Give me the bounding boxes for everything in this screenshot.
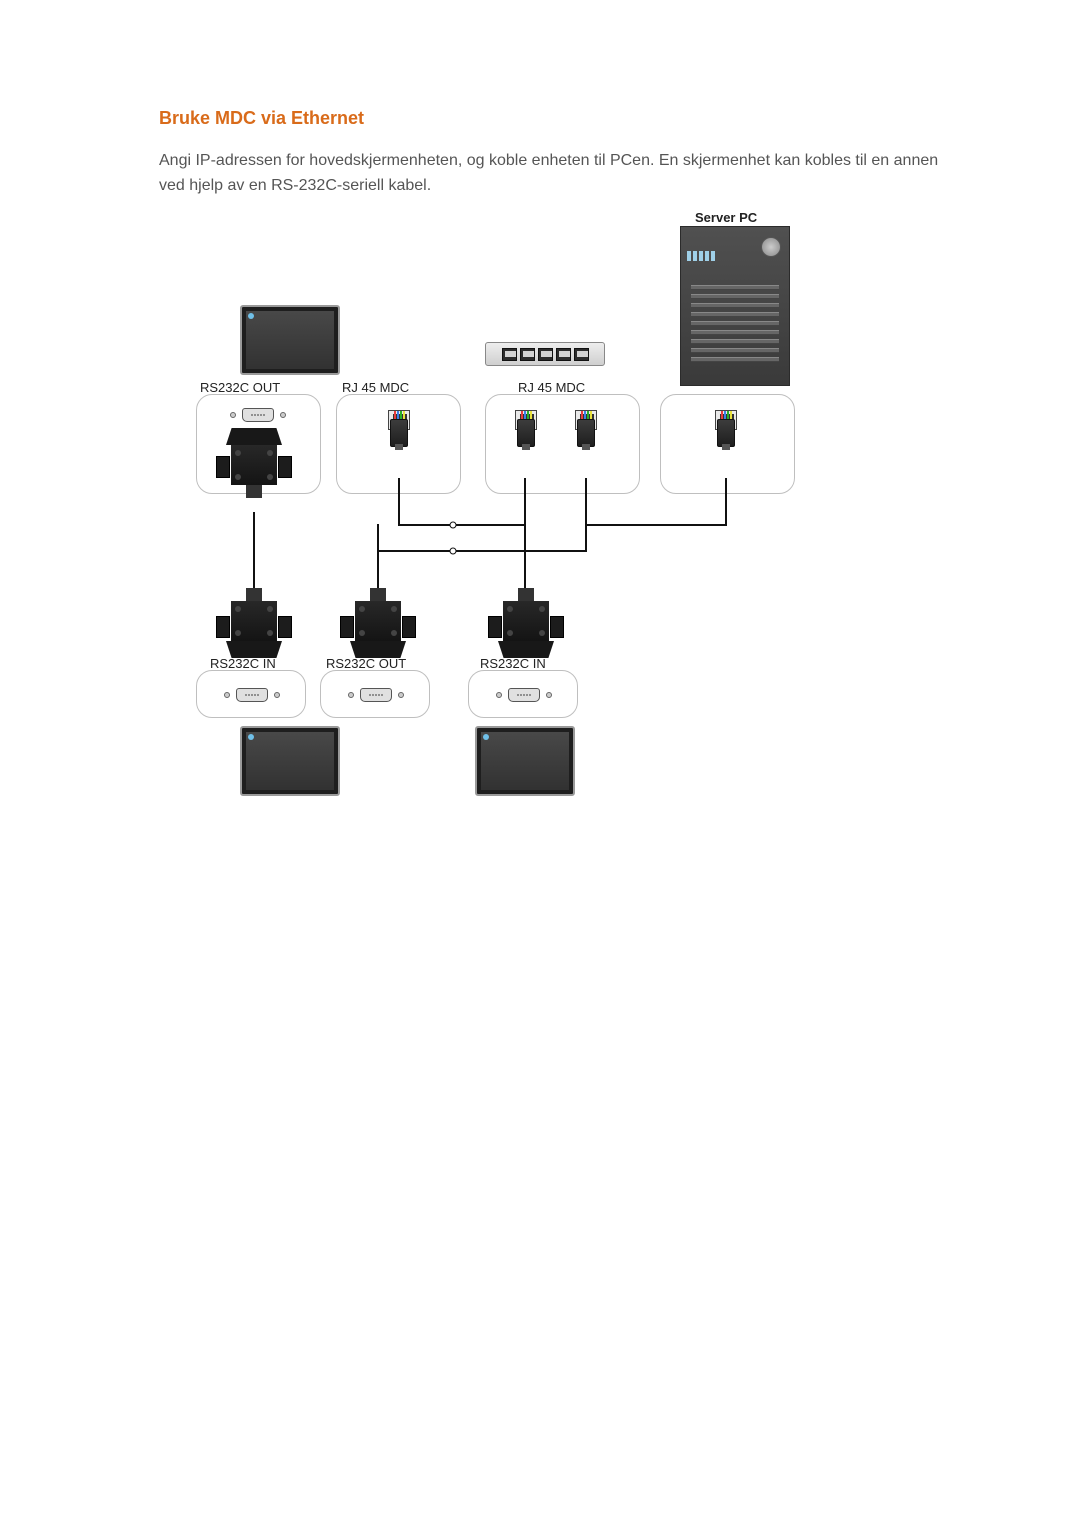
db9-port-icon (224, 686, 280, 704)
cable-line (253, 512, 255, 590)
cable-line (725, 478, 727, 524)
db9-port-icon (230, 406, 286, 424)
cable-line (585, 524, 727, 526)
display-monitor (240, 726, 340, 796)
cable-line (398, 478, 400, 524)
cable-junction-icon (450, 548, 457, 555)
display-monitor (475, 726, 575, 796)
label-rs232c-out-bottom: RS232C OUT (326, 656, 406, 671)
server-pc (680, 226, 790, 386)
serial-connector-icon (498, 588, 554, 658)
display-monitor (240, 305, 340, 375)
label-server-pc: Server PC (695, 210, 757, 225)
db9-port-icon (496, 686, 552, 704)
ethernet-plug-icon (575, 438, 597, 478)
cable-line (585, 478, 587, 552)
label-rj45-mdc-left: RJ 45 MDC (342, 380, 409, 395)
label-rs232c-in-right: RS232C IN (480, 656, 546, 671)
section-heading: Bruke MDC via Ethernet (159, 108, 959, 129)
ethernet-plug-icon (715, 438, 737, 478)
section-paragraph: Angi IP-adressen for hovedskjermenheten,… (159, 149, 959, 199)
ethernet-plug-icon (515, 438, 537, 478)
cable-junction-icon (450, 522, 457, 529)
ethernet-mdc-diagram: Server PC RS232C OUT RJ 45 MDC RJ 45 MDC (180, 210, 830, 840)
cable-line (524, 478, 526, 524)
cable-line (377, 550, 587, 552)
cable-line (377, 524, 379, 590)
db9-port-icon (348, 686, 404, 704)
cable-line (398, 524, 526, 526)
serial-connector-icon (350, 588, 406, 658)
port-box-rj45-2 (485, 394, 640, 494)
network-switch (485, 342, 605, 366)
serial-connector-icon (226, 428, 282, 498)
label-rs232c-out-top: RS232C OUT (200, 380, 280, 395)
ethernet-plug-icon (388, 438, 410, 478)
label-rs232c-in-left: RS232C IN (210, 656, 276, 671)
cable-line (524, 524, 526, 590)
label-rj45-mdc-right: RJ 45 MDC (518, 380, 585, 395)
serial-connector-icon (226, 588, 282, 658)
